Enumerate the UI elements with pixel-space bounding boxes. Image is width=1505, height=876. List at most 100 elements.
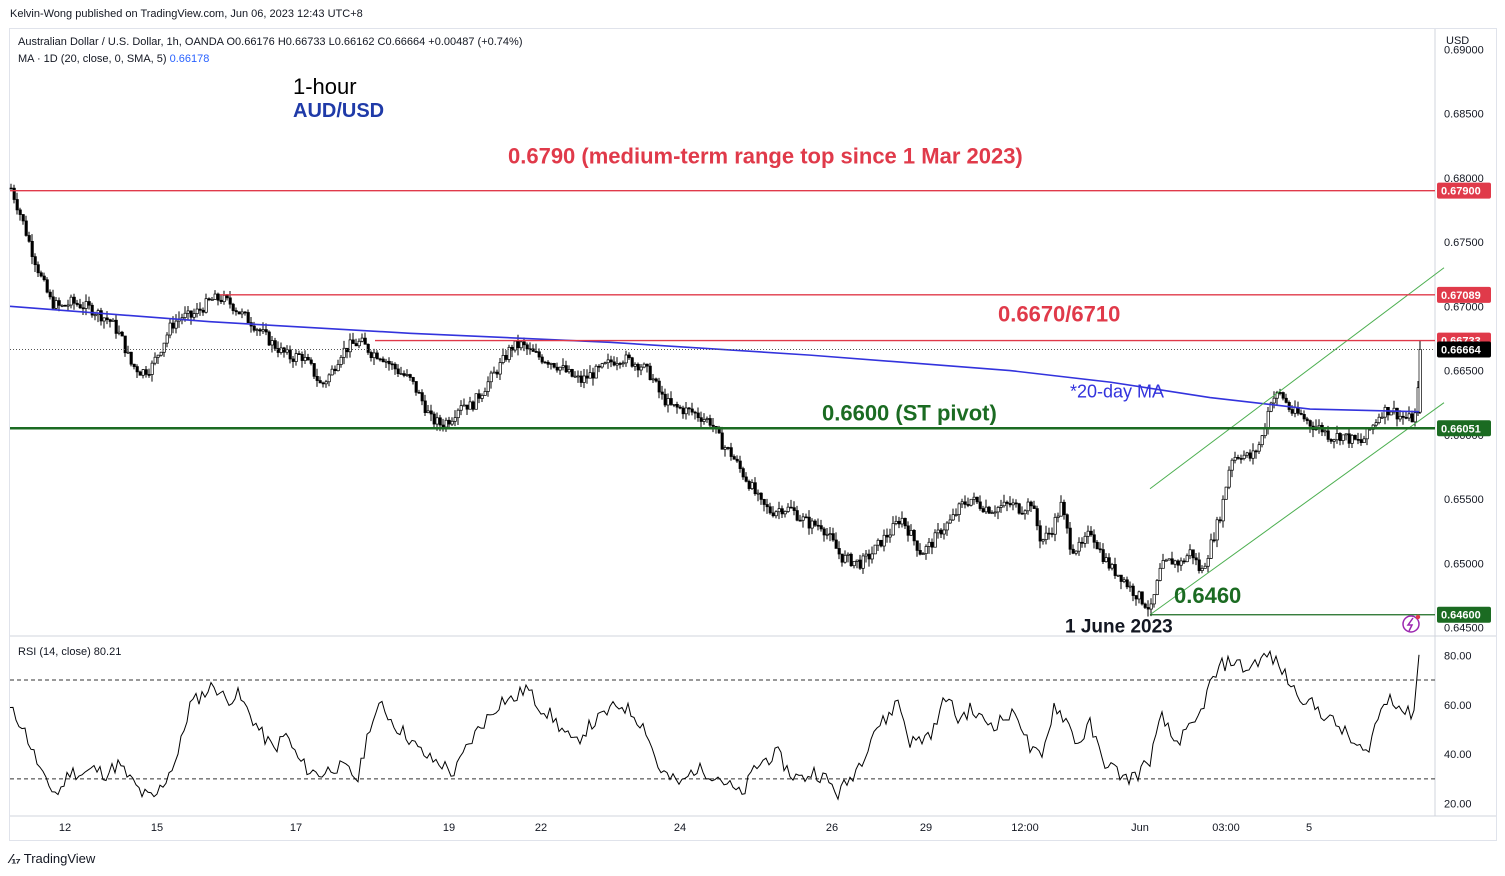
candle-down xyxy=(816,524,820,527)
price-tick-label: 0.67500 xyxy=(1444,237,1484,249)
symbol-legend[interactable]: Australian Dollar / U.S. Dollar, 1h, OAN… xyxy=(18,36,523,48)
candle-down xyxy=(1239,458,1243,460)
candle-down xyxy=(264,329,268,333)
current-price-badge-text: 0.66664 xyxy=(1441,344,1482,356)
candle-up xyxy=(1413,412,1417,423)
candle-up xyxy=(705,418,709,420)
rsi-tick-label: 80.00 xyxy=(1444,650,1472,662)
level-badge-text: 0.67900 xyxy=(1441,186,1481,198)
candle-down xyxy=(471,401,475,410)
candle-down xyxy=(585,375,589,379)
candle-up xyxy=(750,482,754,489)
candle-up xyxy=(426,410,430,413)
rsi-tick-label: 40.00 xyxy=(1444,749,1472,761)
candle-down xyxy=(243,311,247,314)
candle-up xyxy=(1056,515,1060,518)
candle-up xyxy=(1200,568,1204,571)
candle-down xyxy=(90,304,94,316)
candle-up xyxy=(486,381,490,392)
candle-up xyxy=(600,363,604,368)
candle-up xyxy=(456,409,460,419)
candle-down xyxy=(1134,595,1138,600)
currency-label: USD xyxy=(1446,35,1469,47)
candle-up xyxy=(1317,424,1321,428)
candle-up xyxy=(1155,580,1159,595)
notification-dot-icon xyxy=(1415,614,1421,620)
candle-down xyxy=(378,358,382,361)
candle-down xyxy=(1107,557,1111,569)
candle-up xyxy=(342,347,346,358)
candle-up xyxy=(1059,501,1063,517)
price-tick-label: 0.67000 xyxy=(1444,301,1484,313)
candle-down xyxy=(447,419,451,425)
candle-up xyxy=(444,419,448,428)
candle-up xyxy=(921,553,925,555)
candle-down xyxy=(309,359,313,364)
candle-up xyxy=(603,362,607,365)
candle-up xyxy=(1110,564,1114,569)
candle-up xyxy=(1161,560,1165,569)
candle-down xyxy=(312,363,316,377)
candle-down xyxy=(516,340,520,349)
candle-down xyxy=(939,529,943,535)
ma-legend[interactable]: MA · 1D (20, close, 0, SMA, 5) 0.66178 xyxy=(18,53,209,65)
candle-up xyxy=(843,554,847,563)
candle-down xyxy=(201,309,205,313)
ma-20day-line[interactable] xyxy=(9,305,1420,413)
candle-up xyxy=(1164,559,1168,562)
candle-down xyxy=(81,307,85,310)
candle-down xyxy=(690,408,694,413)
rsi-legend[interactable]: RSI (14, close) 80.21 xyxy=(18,646,122,658)
candle-down xyxy=(543,361,547,364)
candle-down xyxy=(1170,558,1174,565)
candle-down xyxy=(963,501,967,505)
candle-up xyxy=(93,314,97,317)
candle-down xyxy=(1140,591,1144,605)
candle-down xyxy=(1095,541,1099,550)
lightning-icon[interactable] xyxy=(1402,615,1420,633)
candle-down xyxy=(798,519,802,522)
tradingview-logo[interactable]: ⁄₁₇ TradingView xyxy=(10,851,95,866)
candle-down xyxy=(15,199,19,211)
candle-up xyxy=(126,351,130,354)
candle-down xyxy=(771,512,775,517)
candle-down xyxy=(99,310,103,322)
candle-down xyxy=(1005,501,1009,504)
candle-up xyxy=(1149,603,1153,610)
candle-down xyxy=(252,325,256,331)
rsi-line[interactable] xyxy=(9,649,1420,801)
candle-down xyxy=(375,352,379,360)
candle-down xyxy=(417,391,421,394)
candle-down xyxy=(534,351,538,353)
candle-down xyxy=(645,363,649,367)
candle-down xyxy=(681,407,685,415)
candle-down xyxy=(858,559,862,569)
channel-upper-line[interactable] xyxy=(1149,267,1445,490)
candle-up xyxy=(183,312,187,318)
level-badge-0.67900 xyxy=(1437,182,1491,199)
candle-down xyxy=(831,533,835,541)
candle-up xyxy=(213,293,217,300)
channel-lower-line[interactable] xyxy=(1149,402,1445,616)
price-tick-label: 0.64500 xyxy=(1444,623,1484,635)
candle-down xyxy=(198,308,202,311)
time-tick-label: 5 xyxy=(1306,822,1312,834)
candle-up xyxy=(468,401,472,410)
candle-up xyxy=(639,366,643,371)
ma-legend-label: MA · 1D (20, close, 0, SMA, 5) xyxy=(18,53,167,65)
candle-up xyxy=(1026,501,1030,512)
candle-up xyxy=(186,310,190,314)
time-tick-label: 29 xyxy=(920,822,932,834)
candle-down xyxy=(105,317,109,321)
candle-down xyxy=(369,352,373,359)
candle-down xyxy=(321,382,325,385)
candle-down xyxy=(1284,397,1288,403)
candle-up xyxy=(810,520,814,529)
candle-down xyxy=(1359,439,1363,443)
candle-down xyxy=(1047,532,1051,535)
candle-down xyxy=(315,375,319,381)
candle-up xyxy=(1122,579,1126,582)
candle-up xyxy=(1185,555,1189,563)
candle-down xyxy=(849,553,853,567)
